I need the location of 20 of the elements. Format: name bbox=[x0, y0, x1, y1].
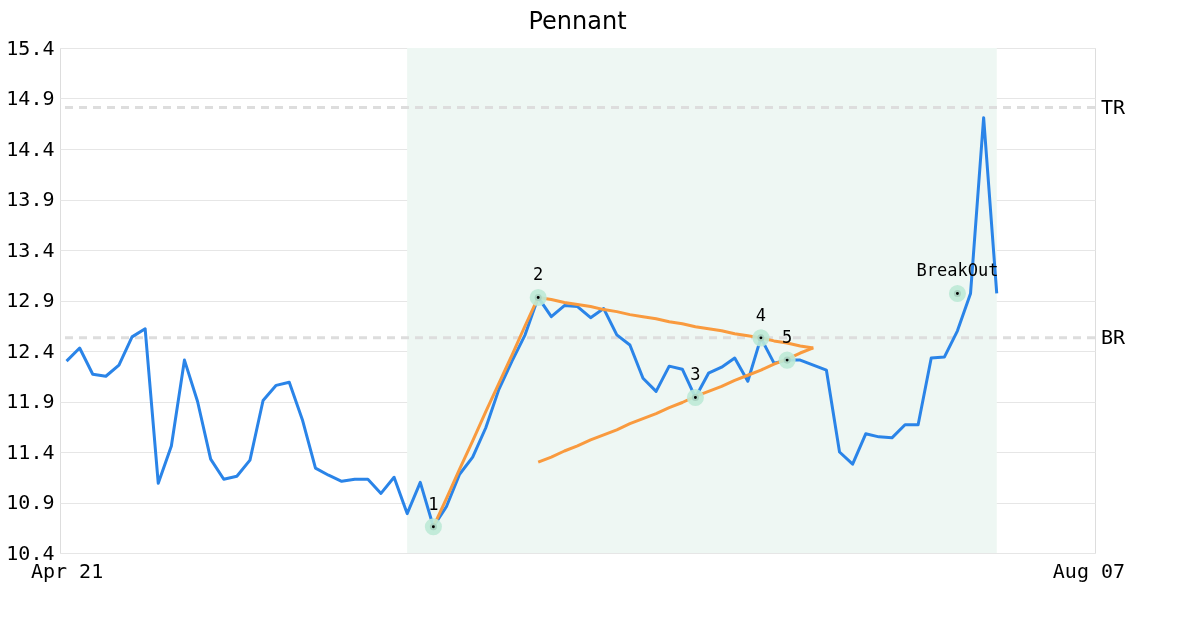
ref-line-label: TR bbox=[1101, 94, 1127, 119]
series-label: 5 bbox=[782, 327, 793, 348]
series-label: 1 bbox=[428, 493, 439, 514]
y-tick-label: 14.4 bbox=[6, 136, 55, 161]
y-tick-label: 15.4 bbox=[6, 35, 55, 60]
y-tick-label: 10.9 bbox=[6, 490, 55, 514]
ref-line-label: BR bbox=[1101, 324, 1127, 349]
series-label: 4 bbox=[755, 304, 767, 325]
series-label: 2 bbox=[533, 264, 544, 285]
y-tick-label: 13.9 bbox=[6, 187, 55, 211]
y-tick-label: 12.9 bbox=[6, 288, 55, 312]
y-tick-label: 12.4 bbox=[6, 338, 55, 363]
y-tick-label: 11.9 bbox=[6, 389, 55, 413]
chart-title: Pennant bbox=[528, 7, 627, 35]
x-tick-label: Aug 07 bbox=[1052, 558, 1126, 583]
y-tick-label: 10.4 bbox=[6, 540, 55, 565]
y-tick-label: 11.4 bbox=[6, 439, 55, 464]
y-tick-label: 13.4 bbox=[6, 237, 55, 262]
y-tick-label: 14.9 bbox=[6, 86, 55, 110]
series-label: 3 bbox=[690, 364, 701, 385]
